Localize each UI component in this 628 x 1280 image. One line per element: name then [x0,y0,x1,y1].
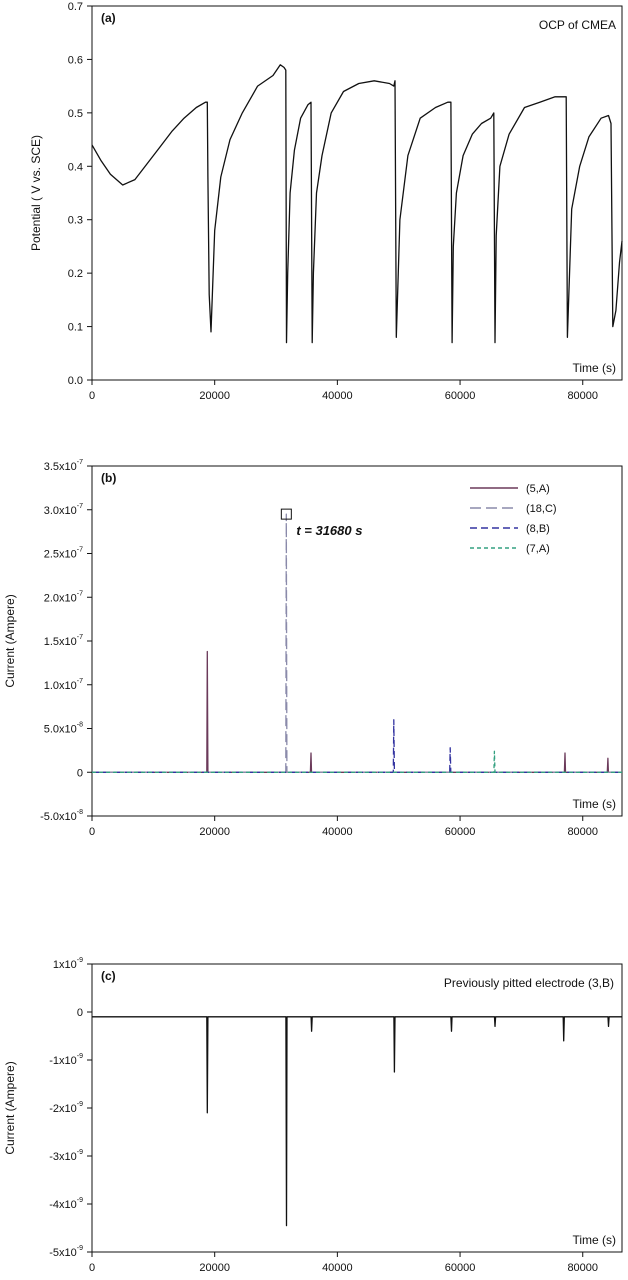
legend-label: (5,A) [526,483,550,495]
y-tick-exponent: -8 [77,722,83,729]
y-tick-mantissa: 3.5x10 [44,461,77,473]
y-tick-exponent: -9 [77,1053,83,1060]
y-tick-mantissa: 1.5x10 [44,636,77,648]
y-tick-mantissa: 1x10 [53,959,77,971]
y-tick-label: -5.0x10-8 [40,809,83,823]
y-tick-mantissa: -3x10 [49,1151,77,1163]
y-tick-label: -4x10-9 [49,1197,83,1211]
y-tick-mantissa: 0 [77,1007,83,1019]
peak-marker [280,508,292,520]
y-tick-mantissa: 2.5x10 [44,549,77,561]
y-tick-exponent: -9 [77,1197,83,1204]
y-tick-exponent: -9 [77,1245,83,1252]
y-axis-label: Current (Ampere) [3,1061,17,1154]
y-tick-label: 0 [77,767,83,779]
x-tick-label: 80000 [567,1262,598,1274]
y-tick-mantissa: 0 [77,767,83,779]
panel-label: (c) [101,969,116,983]
y-axis-label: Current (Ampere) [3,594,17,687]
y-tick-exponent: -7 [77,503,83,510]
y-tick-mantissa: 1.0x10 [44,680,77,692]
plot-frame [91,5,623,381]
y-tick-label: 0.3 [68,215,83,227]
y-tick-label: 2.5x10-7 [44,547,83,561]
y-tick-mantissa: -1x10 [49,1055,77,1067]
x-tick-label: 20000 [199,390,230,402]
series-line-0 [91,64,623,344]
y-tick-mantissa: 3.0x10 [44,505,77,517]
series-line-3 [92,750,622,773]
y-tick-exponent: -7 [77,678,83,685]
y-tick-mantissa: 5.0x10 [44,724,77,736]
panel-label: (a) [101,11,116,25]
legend-label: (7,A) [526,543,550,555]
y-tick-label: 2.0x10-7 [44,590,83,604]
y-tick-mantissa: -2x10 [49,1103,77,1115]
panel-1: 0 20000 40000 60000 80000-5.0x10-805.0x10-81… [3,459,623,838]
x-tick-label: 80000 [567,826,598,838]
peak-annotation: t = 31680 s [296,523,362,538]
x-axis-label: Time (s) [572,797,616,811]
y-tick-label: -2x10-9 [49,1101,83,1115]
x-axis-label: Time (s) [572,361,616,375]
y-tick-label: -3x10-9 [49,1149,83,1163]
y-tick-label: 0.1 [68,322,83,334]
y-tick-label: 3.0x10-7 [44,503,83,517]
y-tick-label: 0.0 [68,375,83,387]
y-tick-label: 3.5x10-7 [44,459,83,473]
y-tick-label: 0.2 [68,268,83,280]
y-tick-label: -5x10-9 [49,1245,83,1259]
y-tick-label: 1.0x10-7 [44,678,83,692]
y-tick-mantissa: -4x10 [49,1199,77,1211]
y-tick-label: 5.0x10-8 [44,722,83,736]
x-tick-label: 20000 [199,826,230,838]
panel-annotation: Previously pitted electrode (3,B) [444,976,614,990]
x-tick-label: 60000 [445,1262,476,1274]
legend-label: (8,B) [526,523,550,535]
x-tick-label: 40000 [322,390,353,402]
y-tick-label: 0.6 [68,54,83,66]
y-tick-exponent: -9 [77,1149,83,1156]
series-line-0 [92,650,622,773]
x-tick-label: 0 [89,1262,95,1274]
series-line-0 [92,1016,622,1227]
y-tick-exponent: -9 [77,1101,83,1108]
y-axis-label: Potential ( V vs. SCE) [29,135,43,251]
panel-0: 0 20000 40000 60000 80000 0.0 0.1 0.2 0.3 0.4 0.5 0… [29,1,623,402]
x-tick-label: 60000 [445,826,476,838]
panel-label: (b) [101,471,116,485]
x-tick-label: 20000 [199,1262,230,1274]
x-tick-label: 40000 [322,826,353,838]
legend-label: (18,C) [526,503,557,515]
plot-frame [91,465,623,817]
y-tick-exponent: -8 [77,809,83,816]
y-tick-exponent: -7 [77,590,83,597]
x-axis-label: Time (s) [572,1233,616,1247]
y-tick-label: 0 [77,1007,83,1019]
series-line-2 [92,719,622,773]
y-tick-exponent: -7 [77,459,83,466]
y-tick-exponent: -9 [77,957,83,964]
y-tick-exponent: -7 [77,634,83,641]
y-tick-label: 0.7 [68,1,83,13]
y-tick-mantissa: -5.0x10 [40,811,77,823]
y-tick-label: 0.5 [68,108,83,120]
x-tick-label: 60000 [445,390,476,402]
y-tick-mantissa: 2.0x10 [44,592,77,604]
y-tick-label: -1x10-9 [49,1053,83,1067]
y-tick-label: 0.4 [68,161,83,173]
y-tick-mantissa: -5x10 [49,1247,77,1259]
y-tick-exponent: -7 [77,547,83,554]
plot-frame [91,963,623,1253]
panel-2: 0 20000 40000 60000 80000-5x10-9-4x10-9-3x10… [3,957,623,1274]
x-tick-label: 0 [89,826,95,838]
legend: (5,A) (18,C) (8,B) (7,A) [470,483,557,555]
x-tick-label: 0 [89,390,95,402]
panel-annotation: OCP of CMEA [539,18,616,32]
x-tick-label: 80000 [567,390,598,402]
y-tick-label: 1.5x10-7 [44,634,83,648]
x-tick-label: 40000 [322,1262,353,1274]
y-tick-label: 1x10-9 [53,957,83,971]
